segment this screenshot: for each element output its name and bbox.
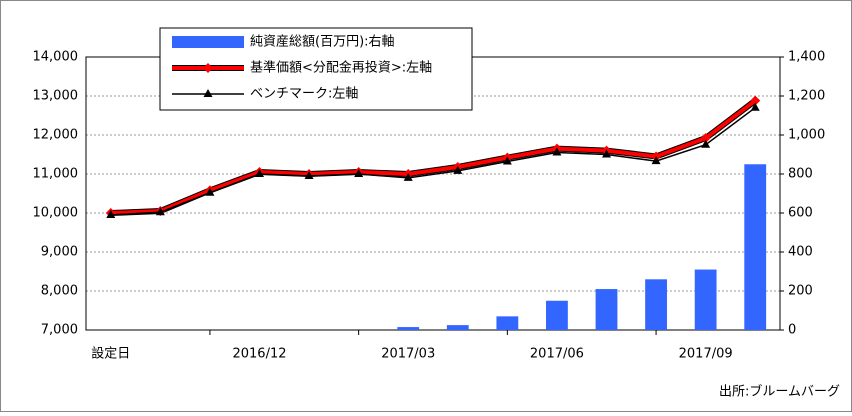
bar	[595, 289, 618, 330]
legend-label: ベンチマーク:左軸	[250, 87, 358, 102]
legend-label: 基準価額<分配金再投資>:左軸	[250, 60, 432, 76]
y-tick-label: 10,000	[33, 206, 79, 221]
legend-marker	[203, 63, 213, 73]
legend-label: 純資産総額(百万円):右軸	[250, 34, 395, 50]
marker	[651, 156, 661, 165]
marker	[453, 165, 463, 174]
bar	[694, 269, 717, 330]
y2-tick-label: 400	[788, 245, 813, 260]
legend-marker	[203, 89, 213, 97]
x-tick-label: 2017/09	[679, 347, 733, 362]
line	[110, 107, 756, 216]
marker	[304, 170, 314, 179]
y2-tick-label: 1,400	[788, 50, 825, 65]
marker	[354, 169, 364, 177]
y-tick-label: 13,000	[33, 89, 79, 104]
marker	[502, 156, 512, 165]
y-tick-label: 11,000	[33, 167, 79, 182]
y2-tick-label: 800	[788, 167, 813, 182]
y2-tick-label: 1,200	[788, 89, 825, 104]
y2-tick-label: 1,000	[788, 128, 825, 143]
y-tick-label: 8,000	[41, 284, 78, 299]
bar	[645, 279, 667, 330]
y2-tick-label: 200	[788, 284, 813, 299]
marker	[701, 139, 711, 148]
bar	[546, 300, 568, 330]
marker	[155, 207, 165, 216]
marker	[750, 95, 761, 106]
bar	[446, 325, 469, 330]
y-tick-label: 12,000	[33, 128, 79, 143]
bar	[397, 327, 420, 330]
marker	[255, 169, 264, 177]
marker	[750, 102, 760, 111]
marker	[552, 147, 562, 156]
line	[110, 99, 757, 215]
y2-tick-label: 0	[788, 323, 796, 338]
y2-tick-label: 600	[788, 206, 813, 221]
marker	[403, 172, 413, 181]
x-tick-label: 2017/03	[381, 347, 435, 362]
y-tick-label: 9,000	[41, 245, 78, 260]
x-tick-label: 設定日	[91, 346, 130, 362]
source: 出所:ブルームバーグ	[719, 384, 840, 400]
marker	[205, 187, 215, 196]
y-tick-label: 14,000	[33, 50, 79, 65]
marker	[106, 209, 116, 218]
bar	[496, 316, 519, 330]
y-tick-label: 7,000	[41, 323, 78, 338]
bar	[744, 164, 767, 330]
x-tick-label: 2016/12	[232, 347, 286, 362]
x-tick-label: 2017/06	[530, 347, 584, 362]
marker	[602, 149, 611, 158]
marker	[700, 133, 711, 144]
legend-swatch	[172, 36, 244, 48]
